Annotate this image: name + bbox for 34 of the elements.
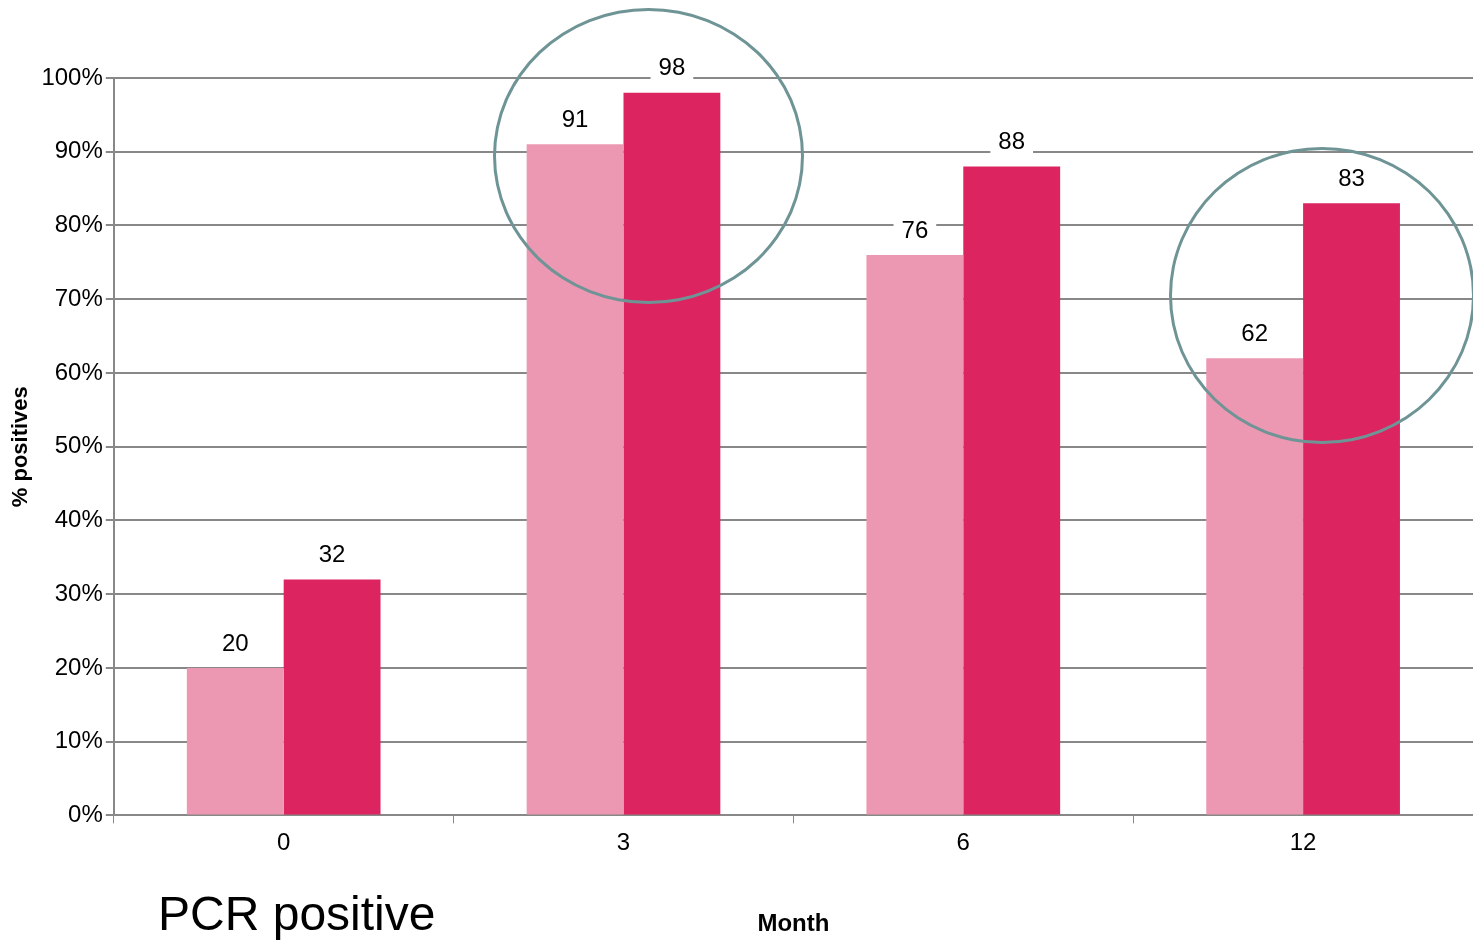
data-label: 83	[1338, 163, 1365, 191]
data-label: 62	[1241, 318, 1269, 346]
bar	[1303, 203, 1400, 815]
data-label: 91	[561, 104, 589, 132]
data-label: 98	[658, 53, 686, 81]
bar	[526, 144, 624, 815]
data-label: 20	[221, 628, 249, 656]
x-tick-label: 0	[277, 828, 291, 856]
y-tick-label: 10%	[54, 726, 103, 754]
x-tick-label: 12	[1289, 828, 1317, 856]
y-tick-label: 50%	[54, 431, 103, 459]
y-tick-label: 80%	[54, 210, 103, 238]
bar	[186, 667, 284, 815]
y-tick-label: 100%	[41, 62, 103, 90]
y-tick-label: 70%	[54, 283, 103, 311]
y-tick-label: 30%	[54, 578, 103, 606]
bar	[623, 92, 721, 815]
y-tick-label: 0%	[68, 800, 103, 828]
y-tick-label: 20%	[54, 652, 103, 680]
bar	[866, 254, 964, 815]
y-tick-label: 60%	[54, 357, 103, 385]
x-tick-label: 3	[616, 828, 631, 856]
y-tick-label: 90%	[54, 136, 103, 164]
bar	[1206, 358, 1304, 815]
text: PCR positive	[158, 887, 436, 940]
x-axis-title: Month	[757, 909, 830, 937]
bar	[283, 579, 381, 815]
data-label: 88	[998, 127, 1026, 155]
data-label: 76	[901, 215, 929, 243]
data-label: 32	[318, 540, 346, 568]
x-tick-label: 6	[956, 828, 970, 856]
bar	[963, 166, 1061, 815]
y-tick-label: 40%	[54, 505, 103, 533]
y-axis-title: % positives	[7, 386, 33, 508]
